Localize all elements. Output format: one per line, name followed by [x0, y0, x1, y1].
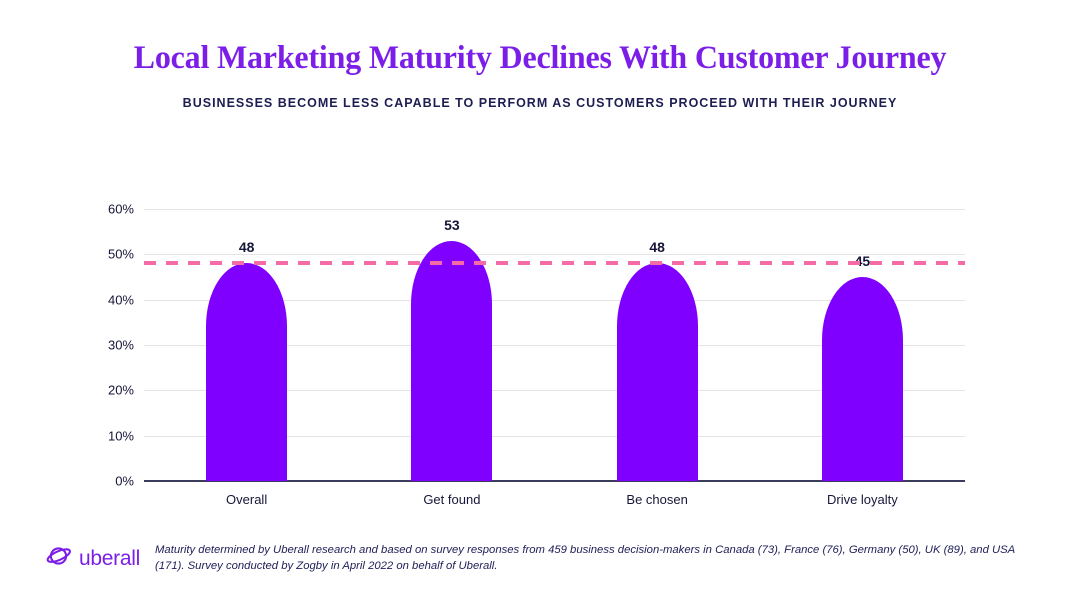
gridline: [144, 390, 965, 392]
y-axis-tick-label: 40%: [107, 292, 134, 308]
bar-get-found[interactable]: [411, 240, 493, 481]
chart-header: Local Marketing Maturity Declines With C…: [0, 0, 1080, 110]
y-axis-tick-label: 10%: [107, 428, 134, 444]
bar-value-label: 53: [444, 216, 460, 233]
average-reference-line: [144, 261, 965, 266]
x-axis-line: [144, 480, 965, 482]
bar-value-label: 45: [854, 253, 871, 269]
bar-be-chosen[interactable]: [616, 263, 698, 481]
bar-overall[interactable]: [206, 263, 288, 481]
chart-subtitle: Businesses become less capable to perfor…: [182, 95, 898, 110]
y-axis-tick-label: 30%: [107, 337, 134, 353]
x-axis-tick-label: Overall: [226, 492, 268, 507]
chart-footer: uberall Maturity determined by Uberall r…: [0, 533, 1080, 608]
y-axis-tick-label: 50%: [107, 246, 134, 262]
y-axis-tick-label: 0%: [115, 473, 134, 489]
gridline: [144, 209, 965, 210]
x-axis-tick-label: Get found: [423, 492, 481, 507]
gridline: [144, 435, 965, 437]
uberall-logo: uberall: [46, 545, 140, 572]
gridline: [144, 254, 965, 256]
bar-value-label: 48: [238, 239, 255, 256]
bar-value-label: 48: [649, 239, 665, 256]
page-title: Local Marketing Maturity Declines With C…: [133, 40, 947, 76]
bar-drive-loyalty[interactable]: [821, 277, 903, 481]
plot-area: 0% 10% 20% 30% 40% 50% 60% 48 Overall 53 Get found…: [108, 202, 965, 507]
footnote-text: Maturity determined by Uberall research …: [155, 544, 1015, 573]
y-axis-tick-label: 20%: [107, 382, 134, 398]
x-axis-tick-label: Be chosen: [626, 492, 688, 507]
y-axis-tick-label: 60%: [107, 201, 134, 217]
gridline: [144, 345, 965, 346]
gridline: [144, 299, 965, 301]
uberall-planet-icon: [46, 545, 72, 572]
uberall-wordmark: uberall: [79, 546, 140, 570]
x-axis-tick-label: Drive loyalty: [826, 492, 898, 507]
